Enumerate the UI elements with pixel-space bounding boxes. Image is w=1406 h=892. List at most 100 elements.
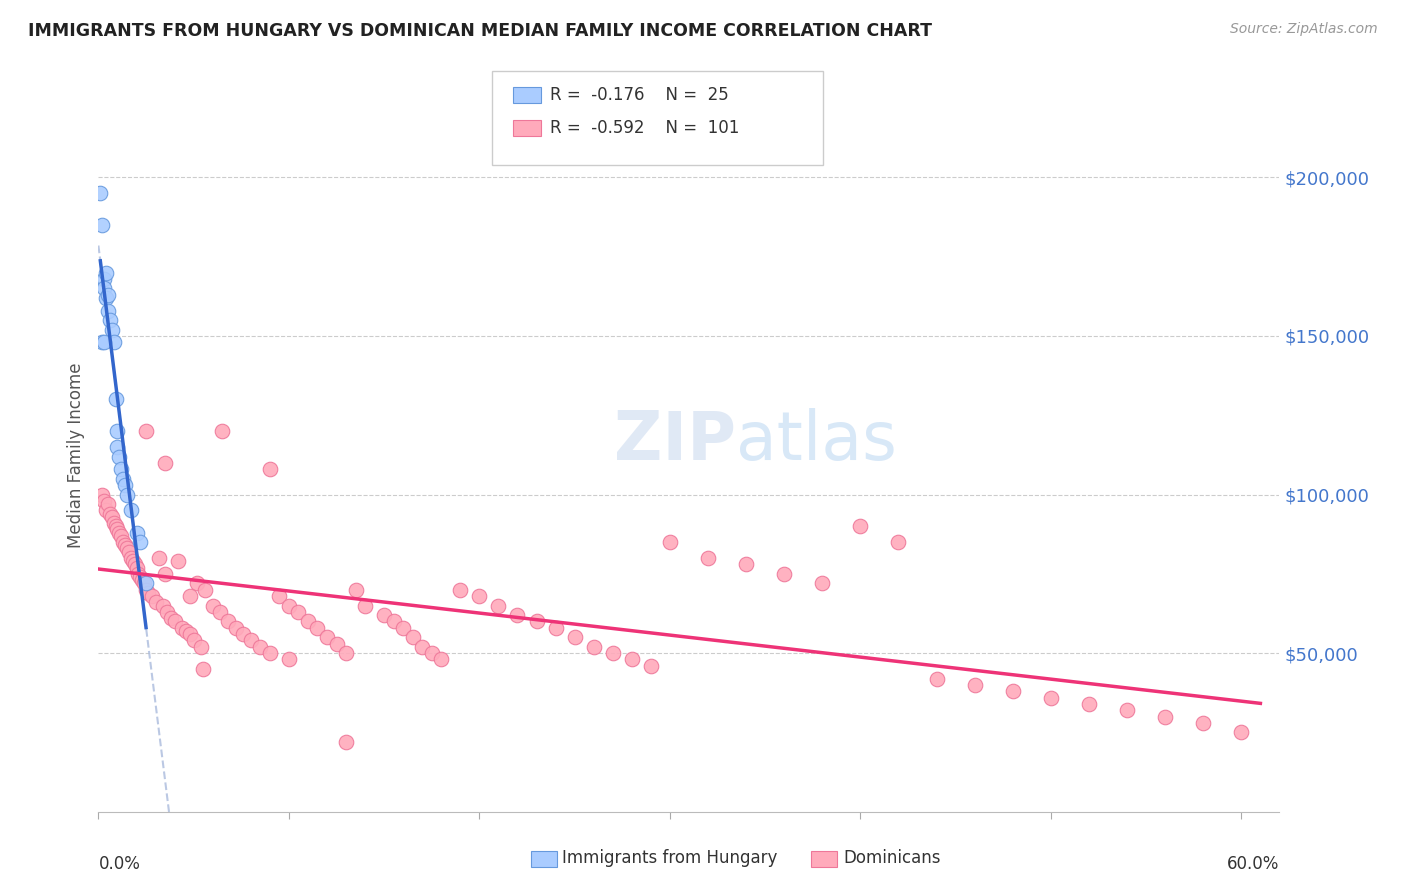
Point <box>125 560 148 574</box>
Text: 0.0%: 0.0% <box>98 855 141 872</box>
Point <box>316 630 339 644</box>
Point <box>156 605 179 619</box>
Point <box>127 566 149 581</box>
Point <box>811 576 834 591</box>
Point <box>135 424 157 438</box>
Point <box>120 551 142 566</box>
Text: Dominicans: Dominicans <box>844 849 941 867</box>
Point <box>382 615 405 629</box>
Point <box>125 525 148 540</box>
Point <box>112 535 135 549</box>
Point <box>135 576 157 591</box>
Point <box>297 615 319 629</box>
Point <box>640 658 662 673</box>
Point <box>269 589 291 603</box>
Text: R =  -0.592    N =  101: R = -0.592 N = 101 <box>550 120 740 137</box>
Point <box>103 335 125 350</box>
Point <box>1230 725 1253 739</box>
Point <box>112 472 135 486</box>
Point <box>344 582 367 597</box>
Point <box>100 509 122 524</box>
Text: 60.0%: 60.0% <box>1227 855 1279 872</box>
Point <box>107 424 129 438</box>
Text: R =  -0.176    N =  25: R = -0.176 N = 25 <box>550 86 728 103</box>
Text: atlas: atlas <box>737 408 897 474</box>
Point <box>190 640 212 654</box>
Point <box>183 633 205 648</box>
Text: ZIP: ZIP <box>614 408 737 474</box>
Point <box>259 462 281 476</box>
Point <box>93 272 115 286</box>
Point <box>602 646 624 660</box>
Point <box>658 535 681 549</box>
Point <box>98 507 121 521</box>
Point <box>124 558 146 572</box>
Point <box>249 640 271 654</box>
Point <box>887 535 910 549</box>
Point <box>104 392 127 407</box>
Point <box>411 640 433 654</box>
Point <box>225 621 247 635</box>
Y-axis label: Median Family Income: Median Family Income <box>66 362 84 548</box>
Point <box>97 497 120 511</box>
Point <box>120 503 142 517</box>
Point <box>1001 684 1024 698</box>
Point <box>93 281 115 295</box>
Point <box>217 615 239 629</box>
Point <box>735 558 758 572</box>
Text: Source: ZipAtlas.com: Source: ZipAtlas.com <box>1230 22 1378 37</box>
Point <box>98 313 121 327</box>
Text: IMMIGRANTS FROM HUNGARY VS DOMINICAN MEDIAN FAMILY INCOME CORRELATION CHART: IMMIGRANTS FROM HUNGARY VS DOMINICAN MED… <box>28 22 932 40</box>
Point <box>91 335 114 350</box>
Point <box>468 589 491 603</box>
Point <box>121 554 143 568</box>
Point <box>114 538 136 552</box>
Text: Immigrants from Hungary: Immigrants from Hungary <box>562 849 778 867</box>
Point <box>430 652 453 666</box>
Point <box>152 599 174 613</box>
Point <box>564 630 586 644</box>
Point <box>620 652 643 666</box>
Point <box>526 615 548 629</box>
Point <box>91 487 114 501</box>
Point <box>582 640 605 654</box>
Point <box>194 582 217 597</box>
Point <box>97 303 120 318</box>
Point <box>118 544 141 558</box>
Point <box>104 519 127 533</box>
Point <box>134 576 156 591</box>
Point <box>506 608 529 623</box>
Point <box>94 503 117 517</box>
Point <box>129 570 152 584</box>
Point <box>1078 697 1101 711</box>
Point <box>420 646 443 660</box>
Point <box>108 450 131 464</box>
Point <box>488 599 510 613</box>
Point <box>209 605 232 619</box>
Point <box>103 516 125 530</box>
Point <box>232 627 254 641</box>
Point <box>167 554 190 568</box>
Point <box>179 589 201 603</box>
Point <box>107 440 129 454</box>
Point <box>129 535 152 549</box>
Point <box>94 266 117 280</box>
Point <box>402 630 425 644</box>
Point <box>94 291 117 305</box>
Point <box>93 335 115 350</box>
Point <box>1116 703 1139 717</box>
Point <box>115 487 138 501</box>
Point <box>1192 715 1215 730</box>
Point <box>354 599 377 613</box>
Point <box>108 525 131 540</box>
Point <box>89 186 111 201</box>
Point <box>135 582 157 597</box>
Point <box>1154 709 1177 723</box>
Point <box>373 608 395 623</box>
Point <box>179 627 201 641</box>
Point <box>287 605 309 619</box>
Point <box>307 621 329 635</box>
Point <box>107 523 129 537</box>
Point <box>93 494 115 508</box>
Point <box>163 615 186 629</box>
